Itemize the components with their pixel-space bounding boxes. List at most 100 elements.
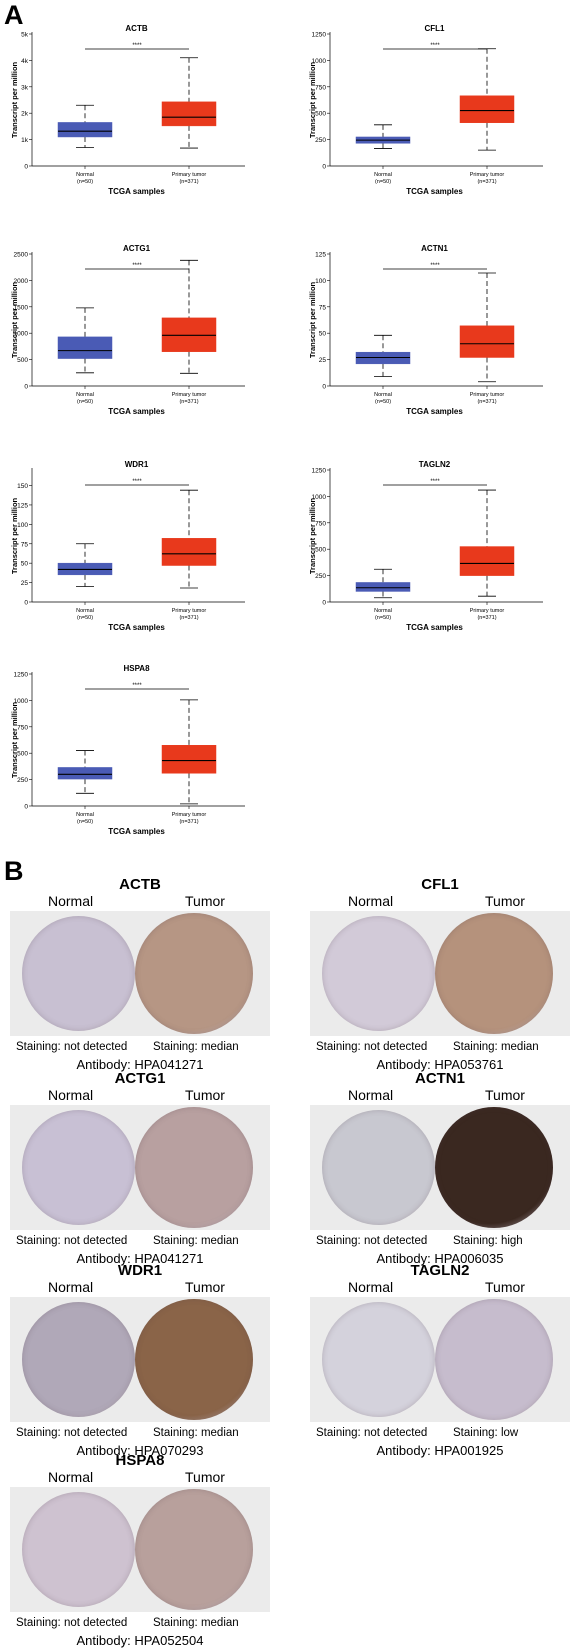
chart-title: CFL1 — [425, 24, 446, 33]
x-axis-label: TCGA samples — [406, 623, 463, 632]
y-tick-label: 50 — [319, 331, 327, 338]
box-tumor — [459, 95, 515, 123]
y-tick-label: 0 — [24, 164, 28, 171]
x-tick-n: (n=50) — [375, 399, 391, 405]
y-tick-label: 0 — [322, 600, 326, 607]
x-tick-label: Normal — [374, 608, 392, 614]
ihc-gene-title: HSPA8 — [115, 1452, 165, 1469]
ihc-tumor-label: Tumor — [485, 1279, 525, 1295]
chart-title: TAGLN2 — [419, 460, 451, 469]
boxplot-cfl1: CFL1 0 250 500 750 1000 1250 Transcript per mil… — [308, 24, 543, 196]
y-tick-label: 2500 — [14, 252, 29, 259]
x-tick-label: Primary tumor — [470, 392, 505, 398]
ihc-tumor-staining: Staining: high — [453, 1235, 523, 1247]
y-tick-label: 1500 — [14, 304, 29, 311]
significance-stars: **** — [132, 683, 142, 689]
y-tick-label: 100 — [315, 278, 326, 285]
ihc-image — [10, 911, 270, 1036]
y-tick-label: 1k — [21, 137, 29, 144]
y-tick-label: 1250 — [312, 32, 327, 39]
y-tick-label: 250 — [17, 777, 28, 784]
ihc-actn1: ACTN1 Normal Tumor Staining: not detecte… — [310, 1070, 570, 1270]
x-tick-label: Normal — [76, 392, 94, 398]
y-tick-label: 0 — [322, 164, 326, 171]
tumor-tissue-core — [435, 1107, 553, 1228]
x-tick-n: (n=371) — [477, 179, 496, 185]
x-tick-n: (n=371) — [179, 399, 198, 405]
ihc-normal-staining: Staining: not detected — [316, 1427, 428, 1439]
x-tick-n: (n=50) — [375, 615, 391, 621]
normal-tissue-core — [22, 1110, 135, 1225]
ihc-image — [10, 1487, 270, 1612]
x-tick-n: (n=50) — [375, 179, 391, 185]
y-tick-label: 500 — [315, 547, 326, 554]
significance-stars: **** — [132, 43, 142, 49]
ihc-image — [10, 1297, 270, 1422]
y-tick-label: 750 — [315, 84, 326, 91]
ihc-antibody: Antibody: HPA001925 — [376, 1443, 504, 1458]
ihc-antibody: Antibody: HPA041271 — [76, 1057, 204, 1072]
ihc-image — [310, 911, 570, 1036]
ihc-antibody: Antibody: HPA006035 — [376, 1251, 504, 1266]
tumor-tissue-core — [435, 1299, 553, 1420]
y-tick-label: 125 — [315, 252, 326, 259]
normal-tissue-core — [22, 916, 135, 1031]
significance-stars: **** — [430, 479, 440, 485]
x-tick-label: Normal — [76, 608, 94, 614]
boxplot-actb: ACTB 0 1k 2k 3k 4k 5k Transcript per million ***… — [10, 24, 245, 196]
y-tick-label: 75 — [21, 541, 29, 548]
ihc-gene-title: TAGLN2 — [410, 1262, 470, 1279]
y-tick-label: 1000 — [312, 58, 327, 65]
y-tick-label: 750 — [315, 520, 326, 527]
box-normal — [355, 582, 411, 592]
ihc-normal-staining: Staining: not detected — [316, 1041, 428, 1053]
y-tick-label: 500 — [315, 111, 326, 118]
ihc-tumor-staining: Staining: median — [153, 1427, 239, 1439]
panel-a-label: A — [4, 0, 24, 30]
ihc-tumor-staining: Staining: low — [453, 1427, 519, 1439]
x-tick-label: Primary tumor — [172, 392, 207, 398]
tumor-tissue-core — [135, 913, 253, 1034]
chart-title: HSPA8 — [123, 664, 150, 673]
ihc-wdr1: WDR1 Normal Tumor Staining: not detected… — [10, 1262, 270, 1462]
y-tick-label: 250 — [315, 573, 326, 580]
y-tick-label: 1000 — [14, 698, 29, 705]
significance-stars: **** — [132, 479, 142, 485]
tumor-tissue-core — [135, 1299, 253, 1420]
ihc-tumor-label: Tumor — [485, 1087, 525, 1103]
box-tumor — [161, 745, 217, 774]
x-axis-label: TCGA samples — [108, 827, 165, 836]
tumor-tissue-core — [135, 1489, 253, 1610]
x-tick-label: Primary tumor — [172, 812, 207, 818]
y-tick-label: 25 — [21, 580, 29, 587]
significance-stars: **** — [430, 263, 440, 269]
boxplot-hspa8: HSPA8 0 250 500 750 1000 1250 Transcript per mi… — [10, 664, 245, 836]
box-tumor — [161, 538, 217, 566]
normal-tissue-core — [22, 1302, 135, 1417]
x-tick-label: Normal — [374, 172, 392, 178]
ihc-image — [310, 1105, 570, 1230]
y-tick-label: 1000 — [312, 494, 327, 501]
x-tick-label: Primary tumor — [172, 172, 207, 178]
box-normal — [57, 122, 113, 138]
y-tick-label: 2k — [21, 111, 29, 118]
y-axis-label: Transcript per million — [308, 281, 317, 358]
y-axis-label: Transcript per million — [308, 61, 317, 138]
y-tick-label: 2000 — [14, 278, 29, 285]
x-tick-n: (n=50) — [77, 615, 93, 621]
ihc-image — [10, 1105, 270, 1230]
ihc-tumor-staining: Staining: median — [153, 1041, 239, 1053]
tumor-tissue-core — [135, 1107, 253, 1228]
y-tick-label: 1250 — [312, 468, 327, 475]
x-tick-label: Normal — [76, 812, 94, 818]
boxplot-wdr1: WDR1 0 25 50 75 100 125 150 Transcript per milli… — [10, 460, 245, 632]
chart-title: ACTN1 — [421, 244, 448, 253]
ihc-normal-staining: Staining: not detected — [16, 1235, 128, 1247]
ihc-gene-title: CFL1 — [421, 876, 459, 893]
chart-title: WDR1 — [125, 460, 149, 469]
y-tick-label: 4k — [21, 58, 29, 65]
box-normal — [57, 767, 113, 780]
y-tick-label: 0 — [322, 384, 326, 391]
chart-title: ACTB — [125, 24, 147, 33]
box-tumor — [459, 325, 515, 358]
